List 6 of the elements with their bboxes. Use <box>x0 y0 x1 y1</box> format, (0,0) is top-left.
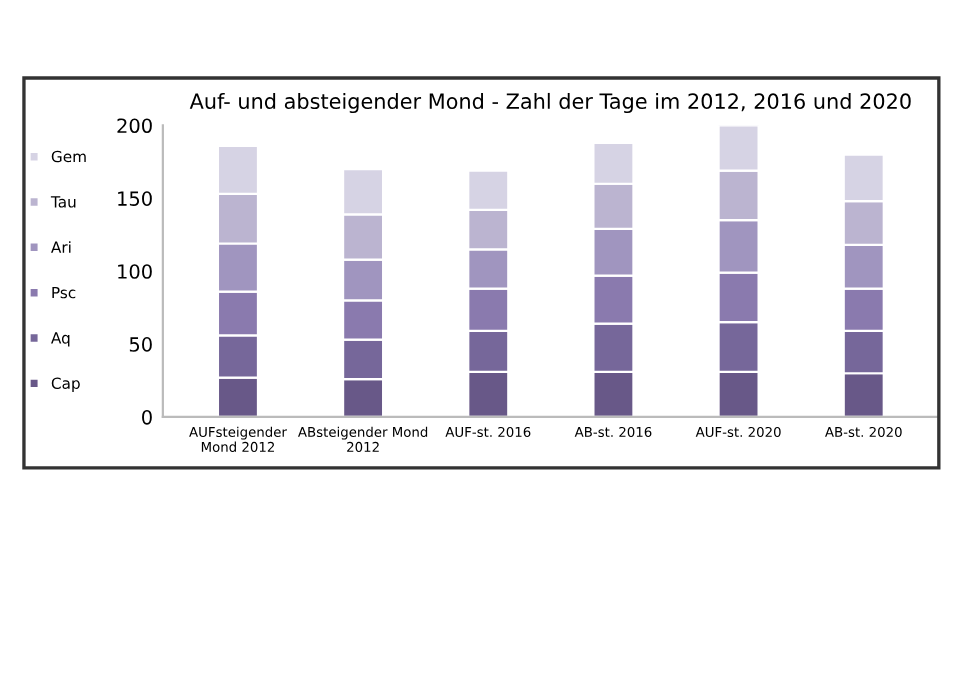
y-tick-label: 0 <box>142 409 152 425</box>
y-tick-label: 100 <box>118 264 152 279</box>
chart-title: Auf- und absteigender Mond - Zahl der Tage im 2012, 2016 und 2020 <box>189 92 911 114</box>
y-tick-label: 200 <box>117 118 152 134</box>
y-tick-label: 50 <box>129 337 152 352</box>
y-tick-label: 150 <box>118 191 152 206</box>
